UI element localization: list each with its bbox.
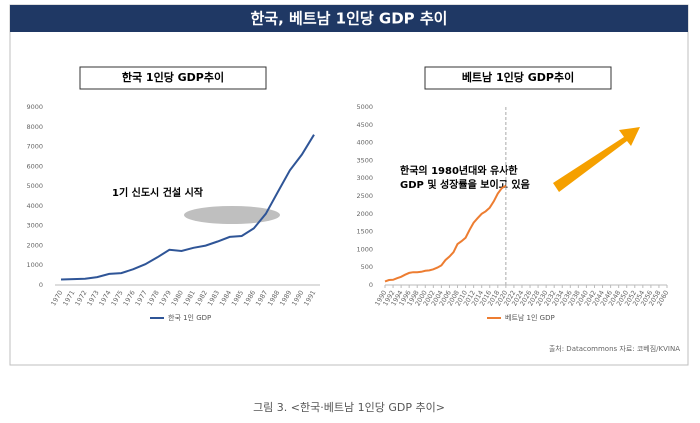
- y-tick-label: 2000: [26, 241, 43, 249]
- y-tick-label: 5000: [26, 182, 43, 190]
- y-tick-label: 3000: [26, 222, 43, 230]
- y-tick-label: 0: [369, 281, 373, 289]
- frame: [9, 4, 689, 366]
- y-tick-label: 9000: [26, 103, 43, 111]
- y-tick-label: 4000: [26, 202, 43, 210]
- y-tick-label: 3500: [356, 156, 373, 164]
- y-tick-label: 1000: [356, 245, 373, 253]
- panel-title-box: [79, 66, 267, 90]
- y-tick-label: 8000: [26, 123, 43, 131]
- header-bar: [10, 5, 688, 32]
- caption: 그림 3. <한국·베트남 1인당 GDP 추이>: [253, 401, 445, 414]
- y-tick-label: 3000: [356, 174, 373, 182]
- trend-arrow: [553, 127, 640, 192]
- y-tick-label: 7000: [26, 143, 43, 151]
- header-title: 한국, 베트남 1인당 GDP 추이: [251, 10, 448, 28]
- annotation: GDP 및 성장률을 보이고 있음: [400, 178, 530, 191]
- highlight: [184, 206, 280, 224]
- y-tick-label: 2500: [356, 192, 373, 200]
- y-tick-label: 4500: [356, 121, 373, 129]
- annotation: 한국의 1980년대와 유사한: [400, 164, 518, 177]
- legend-label: 베트남 1인 GDP: [505, 313, 555, 322]
- series-line: [60, 134, 315, 281]
- y-tick-label: 2000: [356, 210, 373, 218]
- y-tick-label: 0: [39, 281, 43, 289]
- y-tick-label: 500: [361, 263, 373, 271]
- legend-label: 한국 1인 GDP: [168, 313, 211, 322]
- y-tick-label: 4000: [356, 139, 373, 147]
- series-line: [384, 184, 507, 283]
- y-tick-label: 5000: [356, 103, 373, 111]
- panel-title: 베트남 1인당 GDP추이: [462, 70, 574, 84]
- source: 출처: Datacommons 자료: 코베짐/KVINA: [549, 344, 680, 353]
- y-tick-label: 6000: [26, 162, 43, 170]
- panel-title: 한국 1인당 GDP추이: [122, 70, 224, 84]
- annotation: 1기 신도시 건설 시작: [112, 186, 204, 199]
- y-tick-label: 1000: [26, 261, 43, 269]
- y-tick-label: 1500: [356, 228, 373, 236]
- panel-title-box: [424, 66, 612, 90]
